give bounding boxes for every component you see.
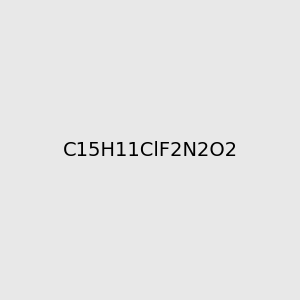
Text: C15H11ClF2N2O2: C15H11ClF2N2O2	[62, 140, 238, 160]
